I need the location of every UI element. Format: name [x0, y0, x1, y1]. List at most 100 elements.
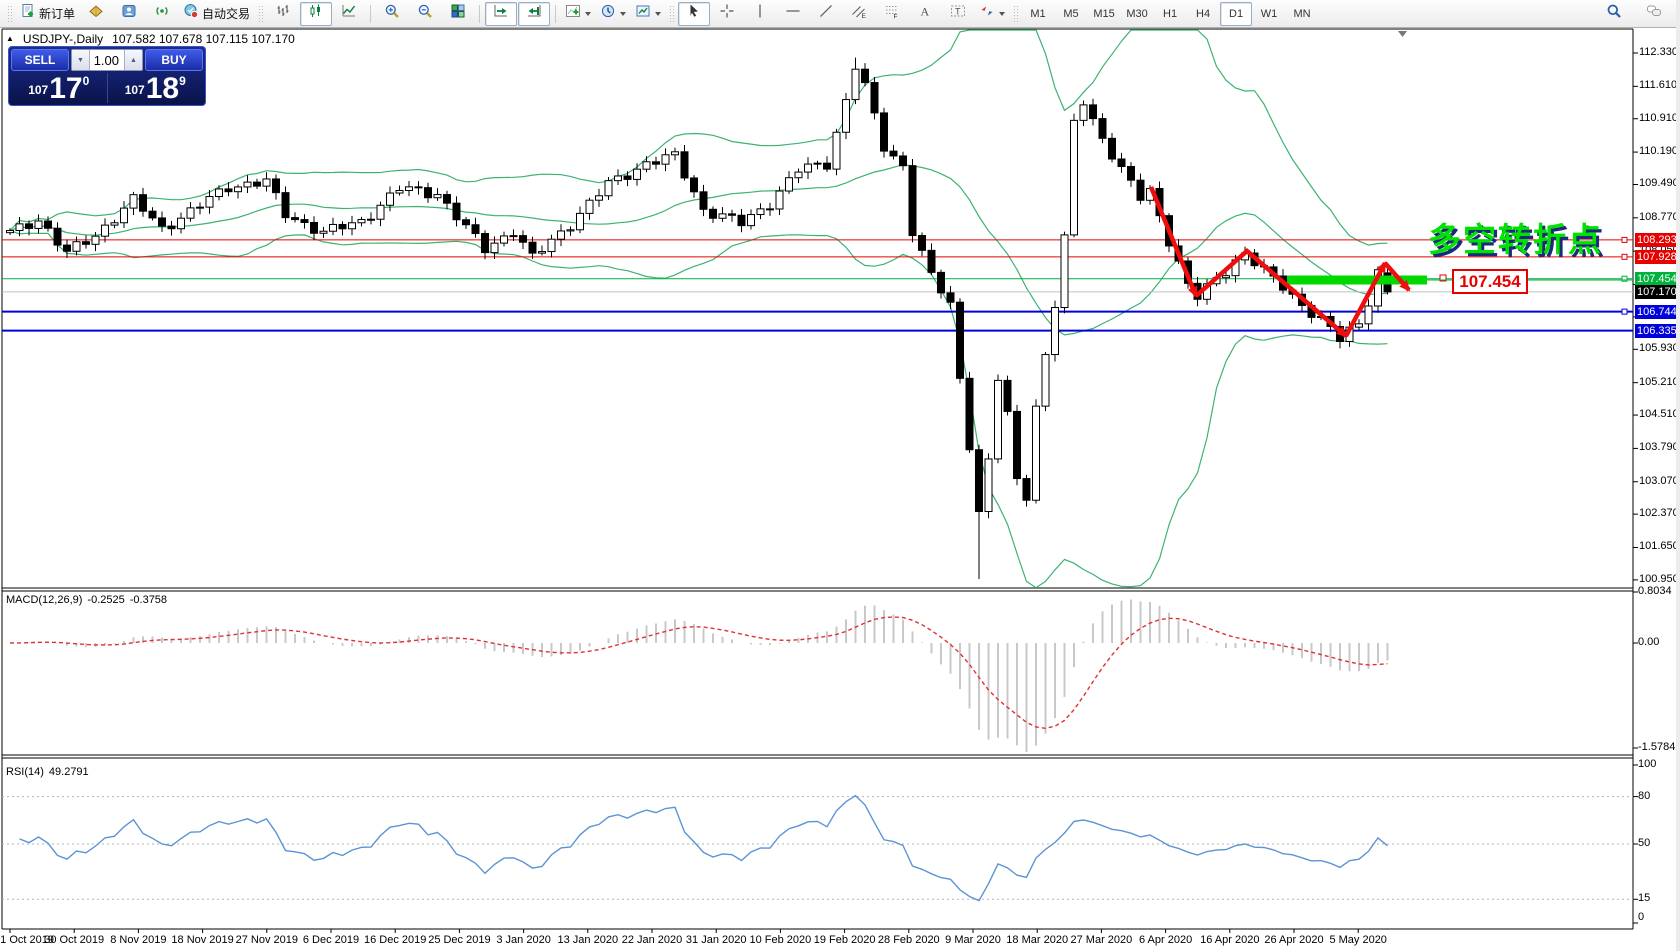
toolbar-crosshair-button[interactable]: [711, 2, 743, 26]
toolbar-text-label-button[interactable]: T: [942, 2, 974, 26]
date-label: 18 Nov 2019: [171, 934, 234, 946]
toolbar-candle-chart-button[interactable]: [300, 1, 333, 26]
chevron-down-icon: [620, 11, 627, 16]
toolbar-zoom-in-button[interactable]: [376, 2, 408, 26]
toolbar-periods-button[interactable]: [596, 2, 630, 26]
chart-shift-marker-icon[interactable]: [1398, 31, 1407, 37]
rsi-name: RSI(14): [6, 766, 44, 778]
price-tick-label: 100.950: [1639, 572, 1679, 585]
toolbar-label: 新订单: [39, 7, 76, 21]
bollinger-bands: [9, 29, 1388, 589]
toolbar-templates-button[interactable]: [631, 2, 665, 26]
vline-icon: [752, 3, 768, 24]
sell-price-sup: 0: [82, 74, 90, 88]
toolbar-profiles-button[interactable]: [113, 2, 145, 26]
volume-stepper: ▼ 1.00 ▲: [71, 49, 143, 71]
date-label: 13 Jan 2020: [557, 934, 619, 946]
toolbar-tf-w1-button[interactable]: W1: [1253, 2, 1285, 26]
toolbar-label: MN: [1293, 7, 1311, 20]
volume-input[interactable]: 1.00: [93, 52, 119, 68]
toolbar-tf-m15-button[interactable]: M15: [1088, 2, 1120, 26]
price-marker-label: 108.293: [1635, 232, 1680, 247]
price-marker-label: 107.928: [1635, 249, 1680, 264]
profile-icon: [121, 3, 137, 24]
toolbar-separator: [370, 4, 372, 23]
toolbar-separator: [479, 4, 481, 23]
chevron-down-icon: [585, 11, 592, 16]
bar-chart-icon: [275, 3, 291, 24]
date-label: 21 Oct 2019: [0, 934, 54, 946]
svg-text:A: A: [921, 5, 930, 19]
macd-value-signal: -0.3758: [129, 594, 168, 606]
toolbar-tf-h1-button[interactable]: H1: [1154, 2, 1186, 26]
search-icon: [1606, 3, 1622, 24]
new-order-icon: [20, 3, 36, 24]
toolbar-tf-mn-button[interactable]: MN: [1286, 2, 1318, 26]
toolbar-auto-scroll-button[interactable]: [485, 1, 518, 26]
toolbar-tf-m5-button[interactable]: M5: [1055, 2, 1087, 26]
toolbar-chat-button[interactable]: [1638, 2, 1670, 26]
price-tick-label: 103.070: [1639, 474, 1679, 487]
buy-button[interactable]: BUY: [145, 49, 203, 71]
toolbar-tf-h4-button[interactable]: H4: [1187, 2, 1219, 26]
volume-decrease-button[interactable]: ▼: [72, 50, 90, 70]
price-tick-label: 105.210: [1639, 375, 1679, 388]
date-label: 9 Mar 2020: [945, 934, 1001, 946]
toolbar-line-chart-button[interactable]: [333, 2, 365, 26]
ohlc-values: 107.582 107.678 107.115 107.170: [112, 32, 295, 46]
candle-chart-icon: [308, 3, 324, 24]
toolbar-equidistant-channel-button[interactable]: E: [843, 2, 875, 26]
sell-price[interactable]: 107 17 0: [11, 72, 107, 105]
date-label: 30 Oct 2019: [44, 934, 105, 946]
price-tag-label[interactable]: 107.454: [1452, 269, 1528, 294]
toolbar-signals-button[interactable]: [146, 2, 178, 26]
turning-point-annotation[interactable]: 多空转折点: [1428, 220, 1603, 259]
macd-value-main: -0.2525: [87, 594, 125, 606]
chart-shift-icon: [526, 3, 542, 24]
toolbar-indicators-button[interactable]: [561, 2, 595, 26]
toolbar-vertical-line-button[interactable]: [744, 2, 776, 26]
toolbar-tf-d1-button[interactable]: D1: [1220, 1, 1253, 26]
date-axis[interactable]: 21 Oct 2019 30 Oct 2019 8 Nov 2019 18 Nov 2…: [0, 931, 1633, 951]
volume-increase-button[interactable]: ▲: [124, 50, 142, 70]
toolbar-tf-m30-button[interactable]: M30: [1121, 2, 1153, 26]
toolbar-new-order-button[interactable]: 新订单: [16, 2, 79, 26]
toolbar-search-button[interactable]: [1598, 2, 1630, 26]
candlestick-series: [6, 57, 1392, 579]
toolbar-chart-shift-button[interactable]: [518, 1, 551, 26]
sell-button[interactable]: SELL: [11, 49, 69, 71]
toolbar-zoom-out-button[interactable]: [409, 2, 441, 26]
date-label: 25 Dec 2019: [428, 934, 491, 946]
price-tick-label: 110.910: [1639, 111, 1678, 124]
hline-icon: [785, 3, 801, 24]
toolbar-bar-chart-button[interactable]: [267, 2, 299, 26]
date-label: 6 Apr 2020: [1138, 934, 1193, 946]
chart-frame: [1, 28, 1634, 930]
toolbar-charts-button[interactable]: [80, 2, 112, 26]
toolbar-cursor-button[interactable]: [678, 1, 711, 26]
sell-price-big: 17: [49, 72, 83, 105]
macd-tick-label: -1.5784: [1638, 741, 1676, 753]
date-label: 10 Feb 2020: [749, 934, 812, 946]
rsi-levels: [2, 796, 1633, 900]
toolbar-right: [1598, 2, 1676, 26]
toolbar-trendline-button[interactable]: [810, 2, 842, 26]
toolbar-fibonacci-button[interactable]: F: [876, 2, 908, 26]
toolbar-tf-m1-button[interactable]: M1: [1022, 2, 1054, 26]
date-label: 19 Feb 2020: [813, 934, 876, 946]
toolbar-text-button[interactable]: A: [909, 2, 941, 26]
toolbar-horizontal-line-button[interactable]: [777, 2, 809, 26]
chart-window: ▲ USDJPY-,Daily 107.582 107.678 107.115 …: [0, 28, 1680, 951]
toolbar-arrows-button[interactable]: [975, 2, 1009, 26]
window-menu-icon[interactable]: ▲: [6, 34, 14, 43]
chart-title: ▲ USDJPY-,Daily 107.582 107.678 107.115 …: [6, 32, 295, 46]
price-tick-label: 112.330: [1639, 46, 1678, 58]
highlight-band[interactable]: [1287, 275, 1427, 285]
date-label: 28 Feb 2020: [877, 934, 940, 946]
chart-canvas: [0, 28, 1680, 951]
zigzag-arrows[interactable]: [1148, 186, 1411, 338]
buy-price[interactable]: 107 18 9: [106, 73, 204, 104]
toolbar-tile-windows-button[interactable]: [442, 2, 474, 26]
toolbar-label: M15: [1093, 7, 1115, 20]
toolbar-autotrading-button[interactable]: 自动交易: [179, 2, 254, 26]
